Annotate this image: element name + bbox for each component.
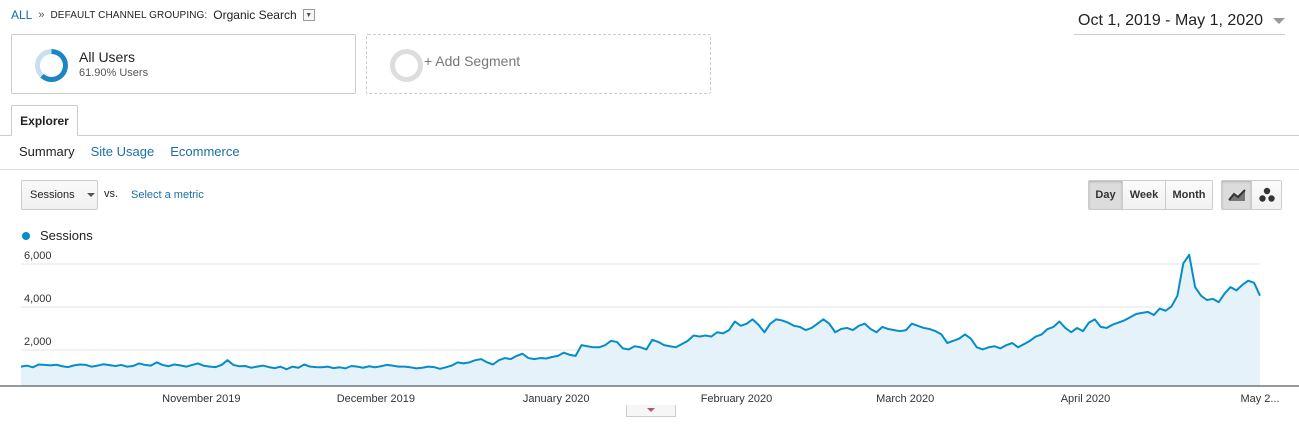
x-tick-label: January 2020 <box>523 393 590 405</box>
segment-name: All Users <box>79 49 136 65</box>
chart-type-toggle <box>1221 180 1282 210</box>
x-tick-label: November 2019 <box>162 393 240 405</box>
segment-empty-icon <box>390 49 423 82</box>
subtab-summary[interactable]: Summary <box>19 144 75 159</box>
y-tick-label: 2,000 <box>24 336 52 348</box>
subtab-site-usage[interactable]: Site Usage <box>90 144 155 159</box>
x-tick-label: February 2020 <box>701 393 773 405</box>
line-chart-icon[interactable] <box>1222 181 1252 209</box>
x-tick-label: April 2020 <box>1061 393 1111 405</box>
tab-explorer[interactable]: Explorer <box>11 105 78 136</box>
sessions-chart: 2,000 4,000 6,000 November 2019 December 201… <box>0 250 1299 405</box>
select-metric-link[interactable]: Select a metric <box>131 189 204 201</box>
x-tick-label: March 2020 <box>876 393 934 405</box>
period-month-button[interactable]: Month <box>1166 181 1212 209</box>
legend-dot-icon <box>22 231 30 240</box>
breadcrumb-dimension: DEFAULT CHANNEL GROUPING: <box>50 9 208 21</box>
period-day-button[interactable]: Day <box>1089 181 1123 209</box>
vs-label: vs. <box>104 188 119 200</box>
date-range-text: Oct 1, 2019 - May 1, 2020 <box>1078 12 1263 29</box>
period-week-button[interactable]: Week <box>1123 181 1166 209</box>
metric-select-label: Sessions <box>30 189 75 201</box>
add-segment-button[interactable]: + Add Segment <box>366 34 711 94</box>
breadcrumb-all-link[interactable]: ALL <box>11 8 33 22</box>
y-tick-label: 4,000 <box>24 293 52 305</box>
legend-label: Sessions <box>40 228 93 243</box>
date-range-picker[interactable]: Oct 1, 2019 - May 1, 2020 <box>1074 8 1285 35</box>
subtabs: Summary Site Usage Ecommerce <box>19 144 240 159</box>
add-segment-label: + Add Segment <box>424 53 521 69</box>
x-tick-label: May 2... <box>1240 393 1279 405</box>
period-toggle: Day Week Month <box>1088 180 1213 210</box>
chart-collapse-toggle[interactable] <box>626 405 676 417</box>
chevron-down-icon[interactable]: ▼ <box>302 9 315 21</box>
breadcrumb-separator: » <box>38 9 45 21</box>
breadcrumb-value: Organic Search <box>213 8 297 22</box>
x-tick-label: December 2019 <box>337 393 415 405</box>
chevron-down-icon <box>1273 18 1285 24</box>
series-line-sessions <box>20 253 1261 371</box>
tab-bar: Explorer <box>0 105 1299 136</box>
y-tick-label: 6,000 <box>24 250 52 262</box>
chevron-down-icon <box>86 193 95 197</box>
breadcrumb: ALL » DEFAULT CHANNEL GROUPING: Organic … <box>11 8 315 22</box>
series-area <box>21 254 1260 386</box>
motion-chart-icon[interactable] <box>1252 181 1281 209</box>
segment-all-users[interactable]: All Users 61.90% Users <box>11 34 356 94</box>
segment-donut-icon <box>35 49 68 82</box>
subtab-ecommerce[interactable]: Ecommerce <box>170 144 240 159</box>
segment-subtitle: 61.90% Users <box>79 67 149 79</box>
metric-select[interactable]: Sessions <box>21 180 98 210</box>
chart-legend: Sessions <box>22 228 93 243</box>
divider <box>0 169 1299 170</box>
chevron-down-icon <box>647 408 655 412</box>
